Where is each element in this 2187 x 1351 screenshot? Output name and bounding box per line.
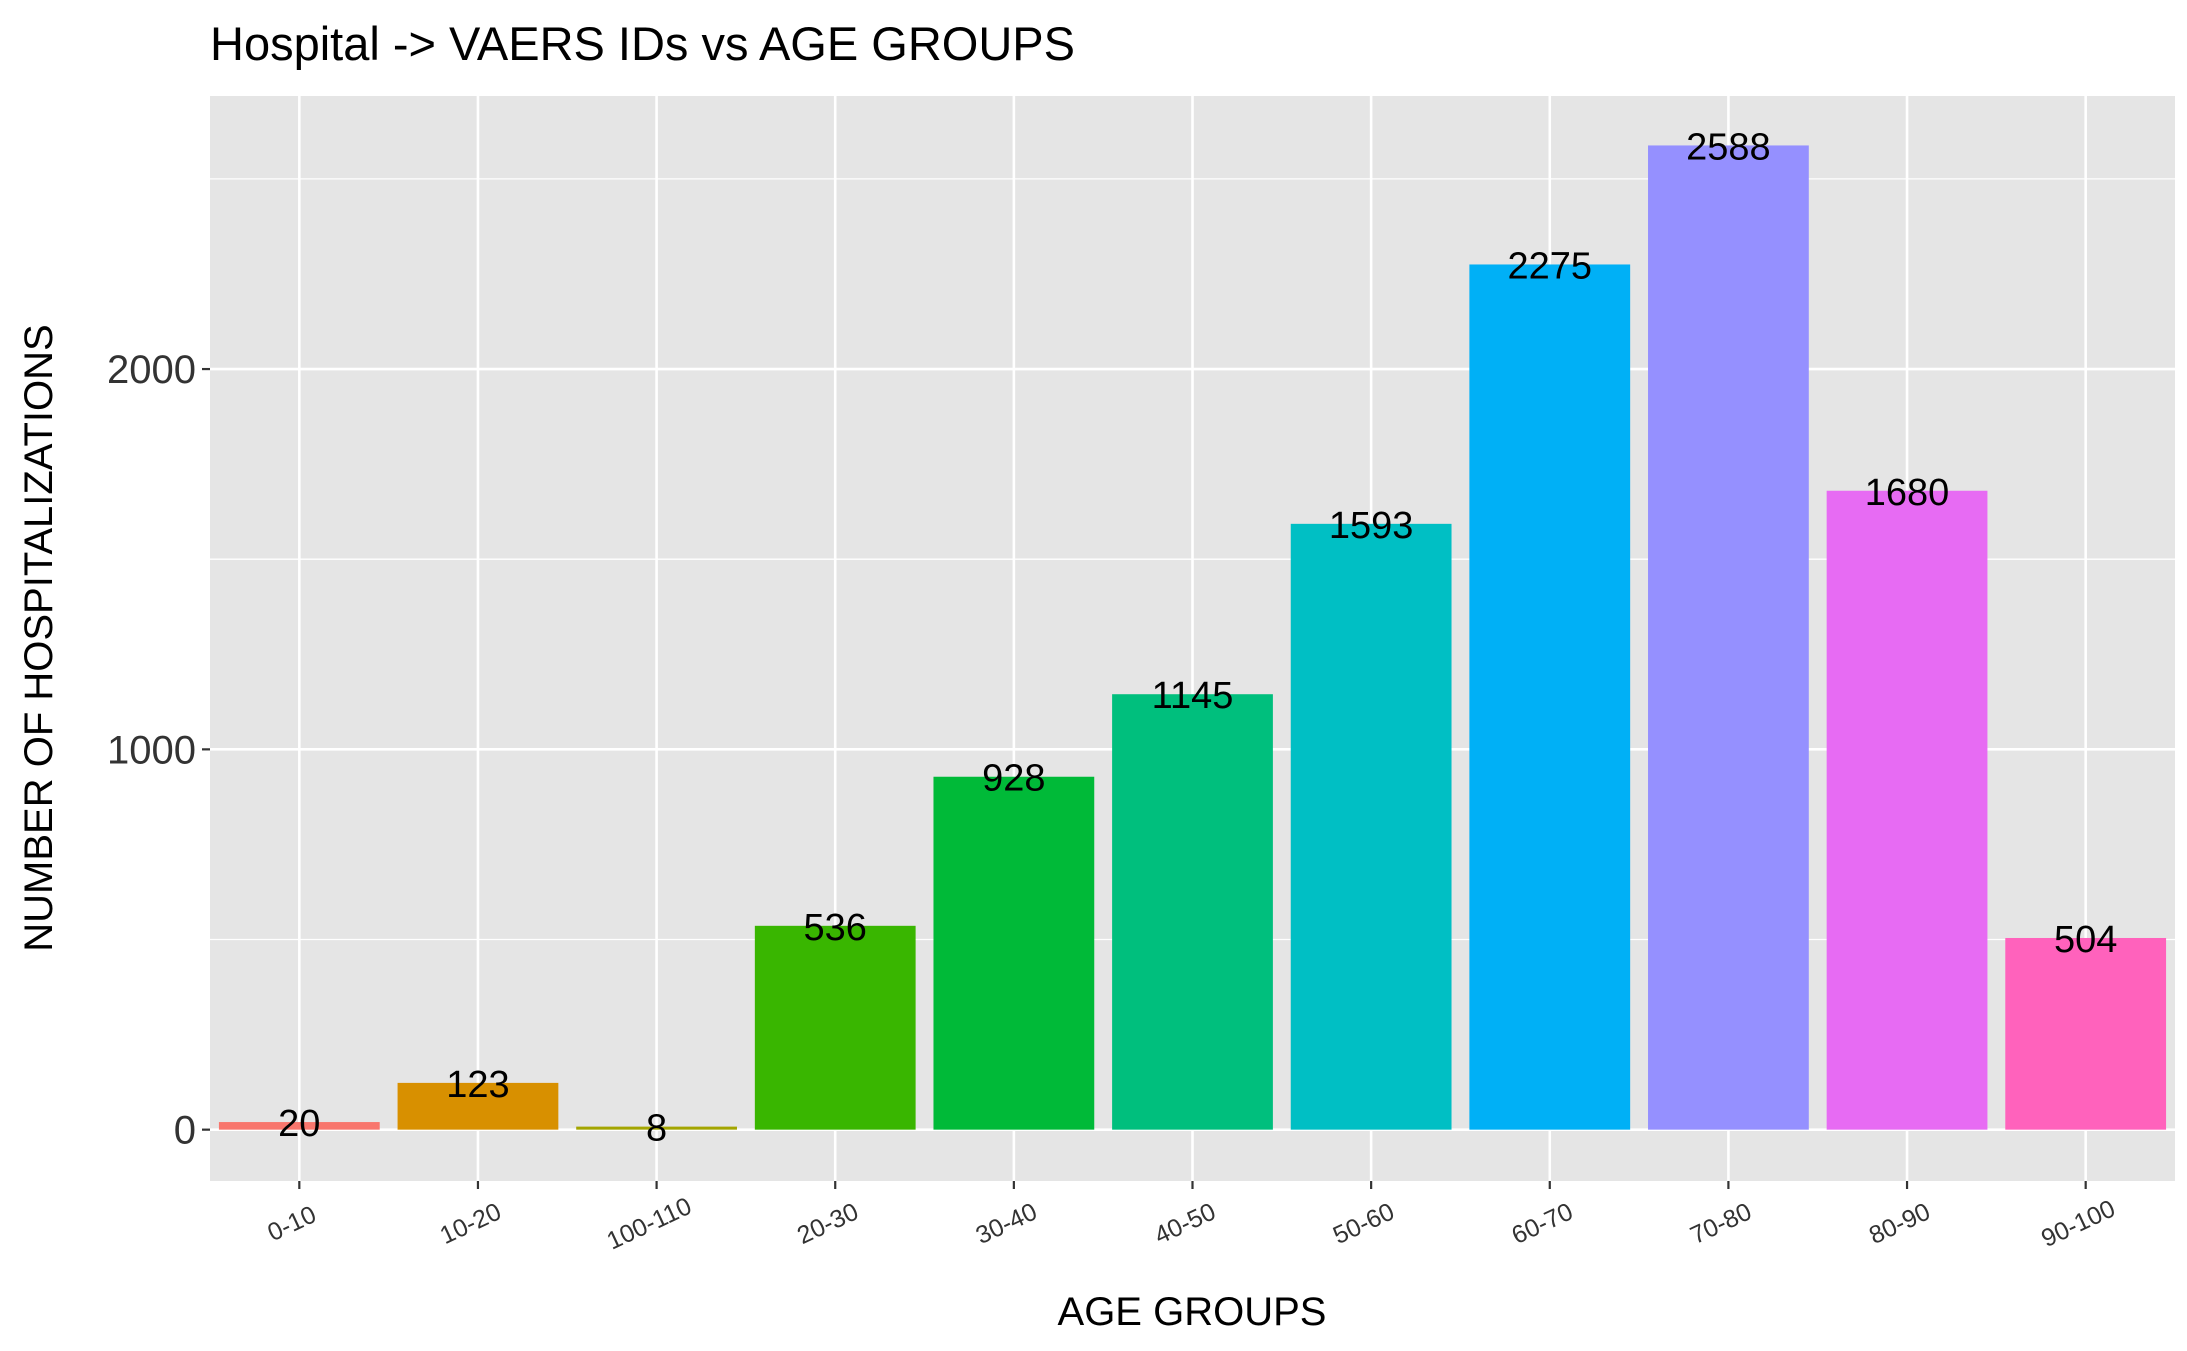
bar-30-40 <box>933 776 1095 1130</box>
data-label-60-70: 2275 <box>1507 245 1592 287</box>
x-tick-label: 30-40 <box>972 1198 1042 1250</box>
x-tick-label: 80-90 <box>1865 1198 1935 1250</box>
data-label-80-90: 1680 <box>1865 472 1950 514</box>
data-label-90-100: 504 <box>2054 919 2117 961</box>
bar-60-70 <box>1469 264 1631 1130</box>
data-label-30-40: 928 <box>982 758 1045 800</box>
bar-0-10 <box>218 1122 380 1130</box>
x-tick-label: 90-100 <box>2037 1195 2119 1253</box>
bar-90-100 <box>2005 937 2167 1130</box>
x-tick-label: 40-50 <box>1150 1198 1220 1250</box>
x-tick-label: 10-20 <box>436 1198 506 1250</box>
data-labels: 20 123 8 536 928 1145 1593 2275 2588 1680 504 <box>278 126 2117 1149</box>
data-label-40-50: 1145 <box>1152 675 1234 717</box>
bar-20-30 <box>754 925 916 1130</box>
x-tick-label: 100-110 <box>603 1192 696 1255</box>
bar-50-60 <box>1290 523 1452 1130</box>
data-label-100-110: 8 <box>646 1108 667 1150</box>
x-tick-label: 60-70 <box>1507 1198 1577 1250</box>
x-tick-label: 70-80 <box>1686 1198 1756 1250</box>
y-tick-label: 2000 <box>107 348 196 392</box>
y-tick-label: 1000 <box>107 728 196 772</box>
x-axis-title: AGE GROUPS <box>1058 1290 1327 1334</box>
x-axis: 0-10 10-20 100-110 20-30 30-40 40-50 50-60 60-7… <box>263 1181 2119 1255</box>
y-axis-title: NUMBER OF HOSPITALIZATIONS <box>17 324 61 951</box>
x-tick-label: 0-10 <box>263 1200 320 1247</box>
x-tick-label: 50-60 <box>1329 1198 1399 1250</box>
bars <box>218 145 2167 1130</box>
x-tick-label: 20-30 <box>793 1198 863 1250</box>
data-label-50-60: 1593 <box>1329 505 1414 547</box>
y-tick-label: 0 <box>174 1109 196 1153</box>
data-label-0-10: 20 <box>278 1103 320 1145</box>
bar-80-90 <box>1826 490 1988 1130</box>
data-label-20-30: 536 <box>804 907 867 949</box>
bar-70-80 <box>1648 145 1809 1130</box>
y-axis: 0 1000 2000 <box>107 348 210 1153</box>
data-label-10-20: 123 <box>446 1064 509 1106</box>
bar-100-110 <box>576 1126 737 1130</box>
bar-10-20 <box>397 1082 559 1130</box>
data-label-70-80: 2588 <box>1686 126 1771 168</box>
chart-title: Hospital -> VAERS IDs vs AGE GROUPS <box>210 17 1075 70</box>
bar-40-50 <box>1112 694 1273 1130</box>
